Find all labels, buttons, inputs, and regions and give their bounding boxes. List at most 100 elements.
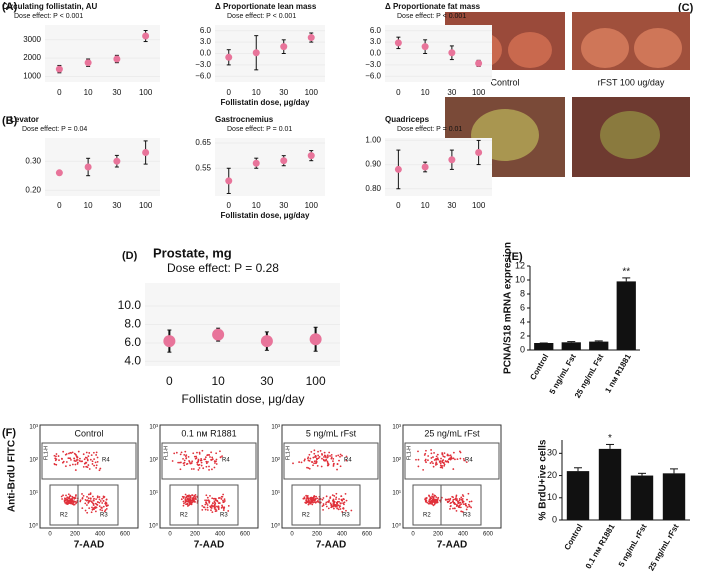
dot: [192, 498, 195, 501]
dot: [333, 495, 336, 497]
axis-tag: FL1-H: [406, 446, 412, 460]
dot: [83, 458, 86, 461]
subtitle: Dose effect: P < 0.001: [227, 13, 296, 20]
dot: [465, 504, 467, 507]
axis-tag: FL1-H: [43, 446, 49, 460]
dot: [98, 469, 101, 472]
dot: [326, 454, 329, 457]
x-tick-label: 5 ng/mL rFst: [617, 522, 649, 568]
dot: [427, 455, 430, 457]
point: [252, 49, 260, 57]
bar: [616, 281, 636, 350]
dot: [86, 504, 88, 506]
dot: [333, 504, 336, 507]
dot: [423, 454, 426, 456]
y-tick-label: 0.20: [25, 185, 41, 194]
subtitle: Dose effect: P = 0.01: [397, 126, 462, 133]
dot: [60, 495, 63, 498]
dot: [87, 502, 90, 504]
dot: [328, 451, 331, 454]
flow-x-tick: 200: [433, 532, 444, 538]
dot: [454, 458, 456, 461]
dot: [185, 496, 187, 499]
y-tick-label: 0.90: [365, 160, 381, 169]
dot: [61, 498, 64, 500]
dot: [311, 503, 314, 506]
dot: [327, 463, 330, 466]
dot: [425, 499, 428, 502]
y-tick-label: 0.30: [25, 156, 41, 165]
dot: [345, 509, 347, 512]
dot: [93, 458, 96, 461]
dot: [334, 504, 337, 507]
y-tick-label: 4: [520, 316, 525, 326]
dot: [461, 501, 464, 504]
dot: [336, 505, 338, 508]
dot: [462, 503, 465, 506]
dot: [321, 457, 323, 460]
dot: [101, 502, 104, 504]
panel-letter: (C): [678, 2, 694, 14]
gate-label: R2: [423, 513, 431, 519]
dot: [452, 496, 454, 499]
dot: [431, 495, 434, 498]
dot: [55, 455, 57, 458]
x-tick-label: Control: [528, 353, 550, 382]
dot: [339, 453, 342, 456]
dot: [320, 465, 323, 468]
dot: [314, 499, 317, 501]
subtitle: Dose effect: P = 0.04: [22, 126, 87, 133]
dot: [62, 450, 65, 453]
flow-x-tick: 0: [168, 532, 172, 538]
flow-x-tick: 200: [70, 532, 81, 538]
dot: [99, 508, 102, 511]
dot: [330, 505, 333, 508]
dot: [192, 468, 195, 470]
dot: [190, 468, 193, 470]
dot: [306, 495, 309, 498]
gate-label: R3: [100, 513, 108, 519]
bar: [589, 341, 609, 350]
dot: [73, 496, 76, 499]
dot: [303, 459, 306, 462]
flow-x-tick: 600: [362, 532, 373, 538]
y-tick-label: 3000: [23, 35, 41, 44]
dot: [470, 506, 473, 509]
dot: [341, 454, 343, 457]
dot: [84, 502, 87, 505]
dot: [463, 459, 466, 462]
dot: [452, 457, 455, 460]
dot: [191, 494, 193, 497]
dot: [89, 458, 92, 461]
panel-letter: (B): [2, 115, 18, 127]
dot: [192, 452, 195, 455]
dot: [183, 464, 186, 467]
dot: [86, 466, 89, 469]
dot: [450, 456, 453, 459]
dot: [102, 505, 105, 508]
dot: [201, 504, 204, 507]
gate-label: R4: [102, 458, 110, 464]
dot: [183, 502, 185, 505]
dot: [449, 508, 451, 510]
dot: [462, 457, 465, 460]
x-tick-label: Control: [563, 523, 585, 552]
dot: [446, 460, 449, 462]
dot: [344, 492, 347, 495]
y-tick-label: 10: [547, 492, 557, 502]
dot: [332, 499, 335, 502]
dot: [425, 449, 427, 452]
dot: [306, 466, 308, 469]
dot: [67, 497, 70, 499]
dot: [316, 464, 319, 467]
dot: [216, 500, 219, 503]
dot: [92, 504, 95, 506]
dot: [211, 504, 213, 507]
dot: [343, 498, 345, 501]
gate-label: R2: [180, 513, 188, 519]
panel-letter: (A): [2, 1, 18, 13]
dot: [459, 451, 462, 454]
dot: [95, 466, 98, 469]
dot: [337, 504, 340, 507]
